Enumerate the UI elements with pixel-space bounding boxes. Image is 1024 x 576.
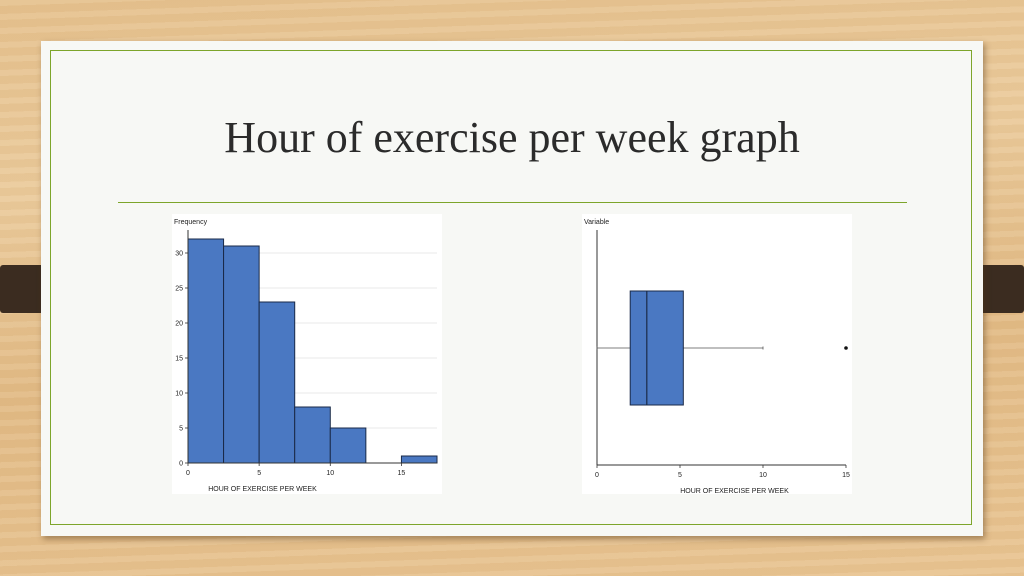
histogram-bar <box>187 238 225 464</box>
outlier-point <box>844 346 848 350</box>
y-tick-label: 25 <box>175 286 183 293</box>
y-tick-label: 15 <box>175 356 183 363</box>
boxplot-svg: 0 5 10 15 Variable HOUR OF EXERCISE PER WEEK <box>584 219 850 495</box>
box-iqr <box>629 290 684 406</box>
slide-border <box>50 50 972 525</box>
y-axis-title: Frequency <box>174 219 208 226</box>
histogram-bar <box>400 455 438 464</box>
boxplot-chart: 0 5 10 15 Variable HOUR OF EXERCISE PER WEEK <box>582 214 852 495</box>
histogram-chart: 0 5 10 15 20 25 30 0 5 10 15 Frequency HOUR OF EXERC… <box>172 214 442 494</box>
histogram-bar <box>223 245 260 464</box>
x-axis-title: HOUR OF EXERCISE PER WEEK <box>680 488 789 494</box>
histogram-bar <box>258 301 296 464</box>
y-tick-label: 5 <box>179 426 183 433</box>
x-tick-label: 10 <box>759 472 767 479</box>
y-axis-title: Variable <box>584 219 609 226</box>
y-tick-label: 10 <box>175 391 183 398</box>
x-tick-label: 5 <box>678 472 682 479</box>
x-tick-label: 15 <box>398 470 406 477</box>
x-axis-title: HOUR OF EXERCISE PER WEEK <box>208 486 317 493</box>
slide-title: Hour of exercise per week graph <box>224 113 800 162</box>
histogram-bar <box>329 427 367 464</box>
x-tick-label: 0 <box>186 470 190 477</box>
title-divider <box>118 202 907 203</box>
x-tick-label: 5 <box>257 470 261 477</box>
x-tick-label: 0 <box>595 472 599 479</box>
histogram-bar <box>294 406 331 464</box>
x-tick-label: 10 <box>326 470 334 477</box>
histogram-svg: 0 5 10 15 20 25 30 0 5 10 15 Frequency HOUR OF EXERC… <box>174 219 438 493</box>
y-tick-label: 20 <box>175 321 183 328</box>
y-tick-label: 0 <box>179 461 183 468</box>
x-tick-label: 15 <box>842 472 850 479</box>
y-tick-label: 30 <box>175 251 183 258</box>
